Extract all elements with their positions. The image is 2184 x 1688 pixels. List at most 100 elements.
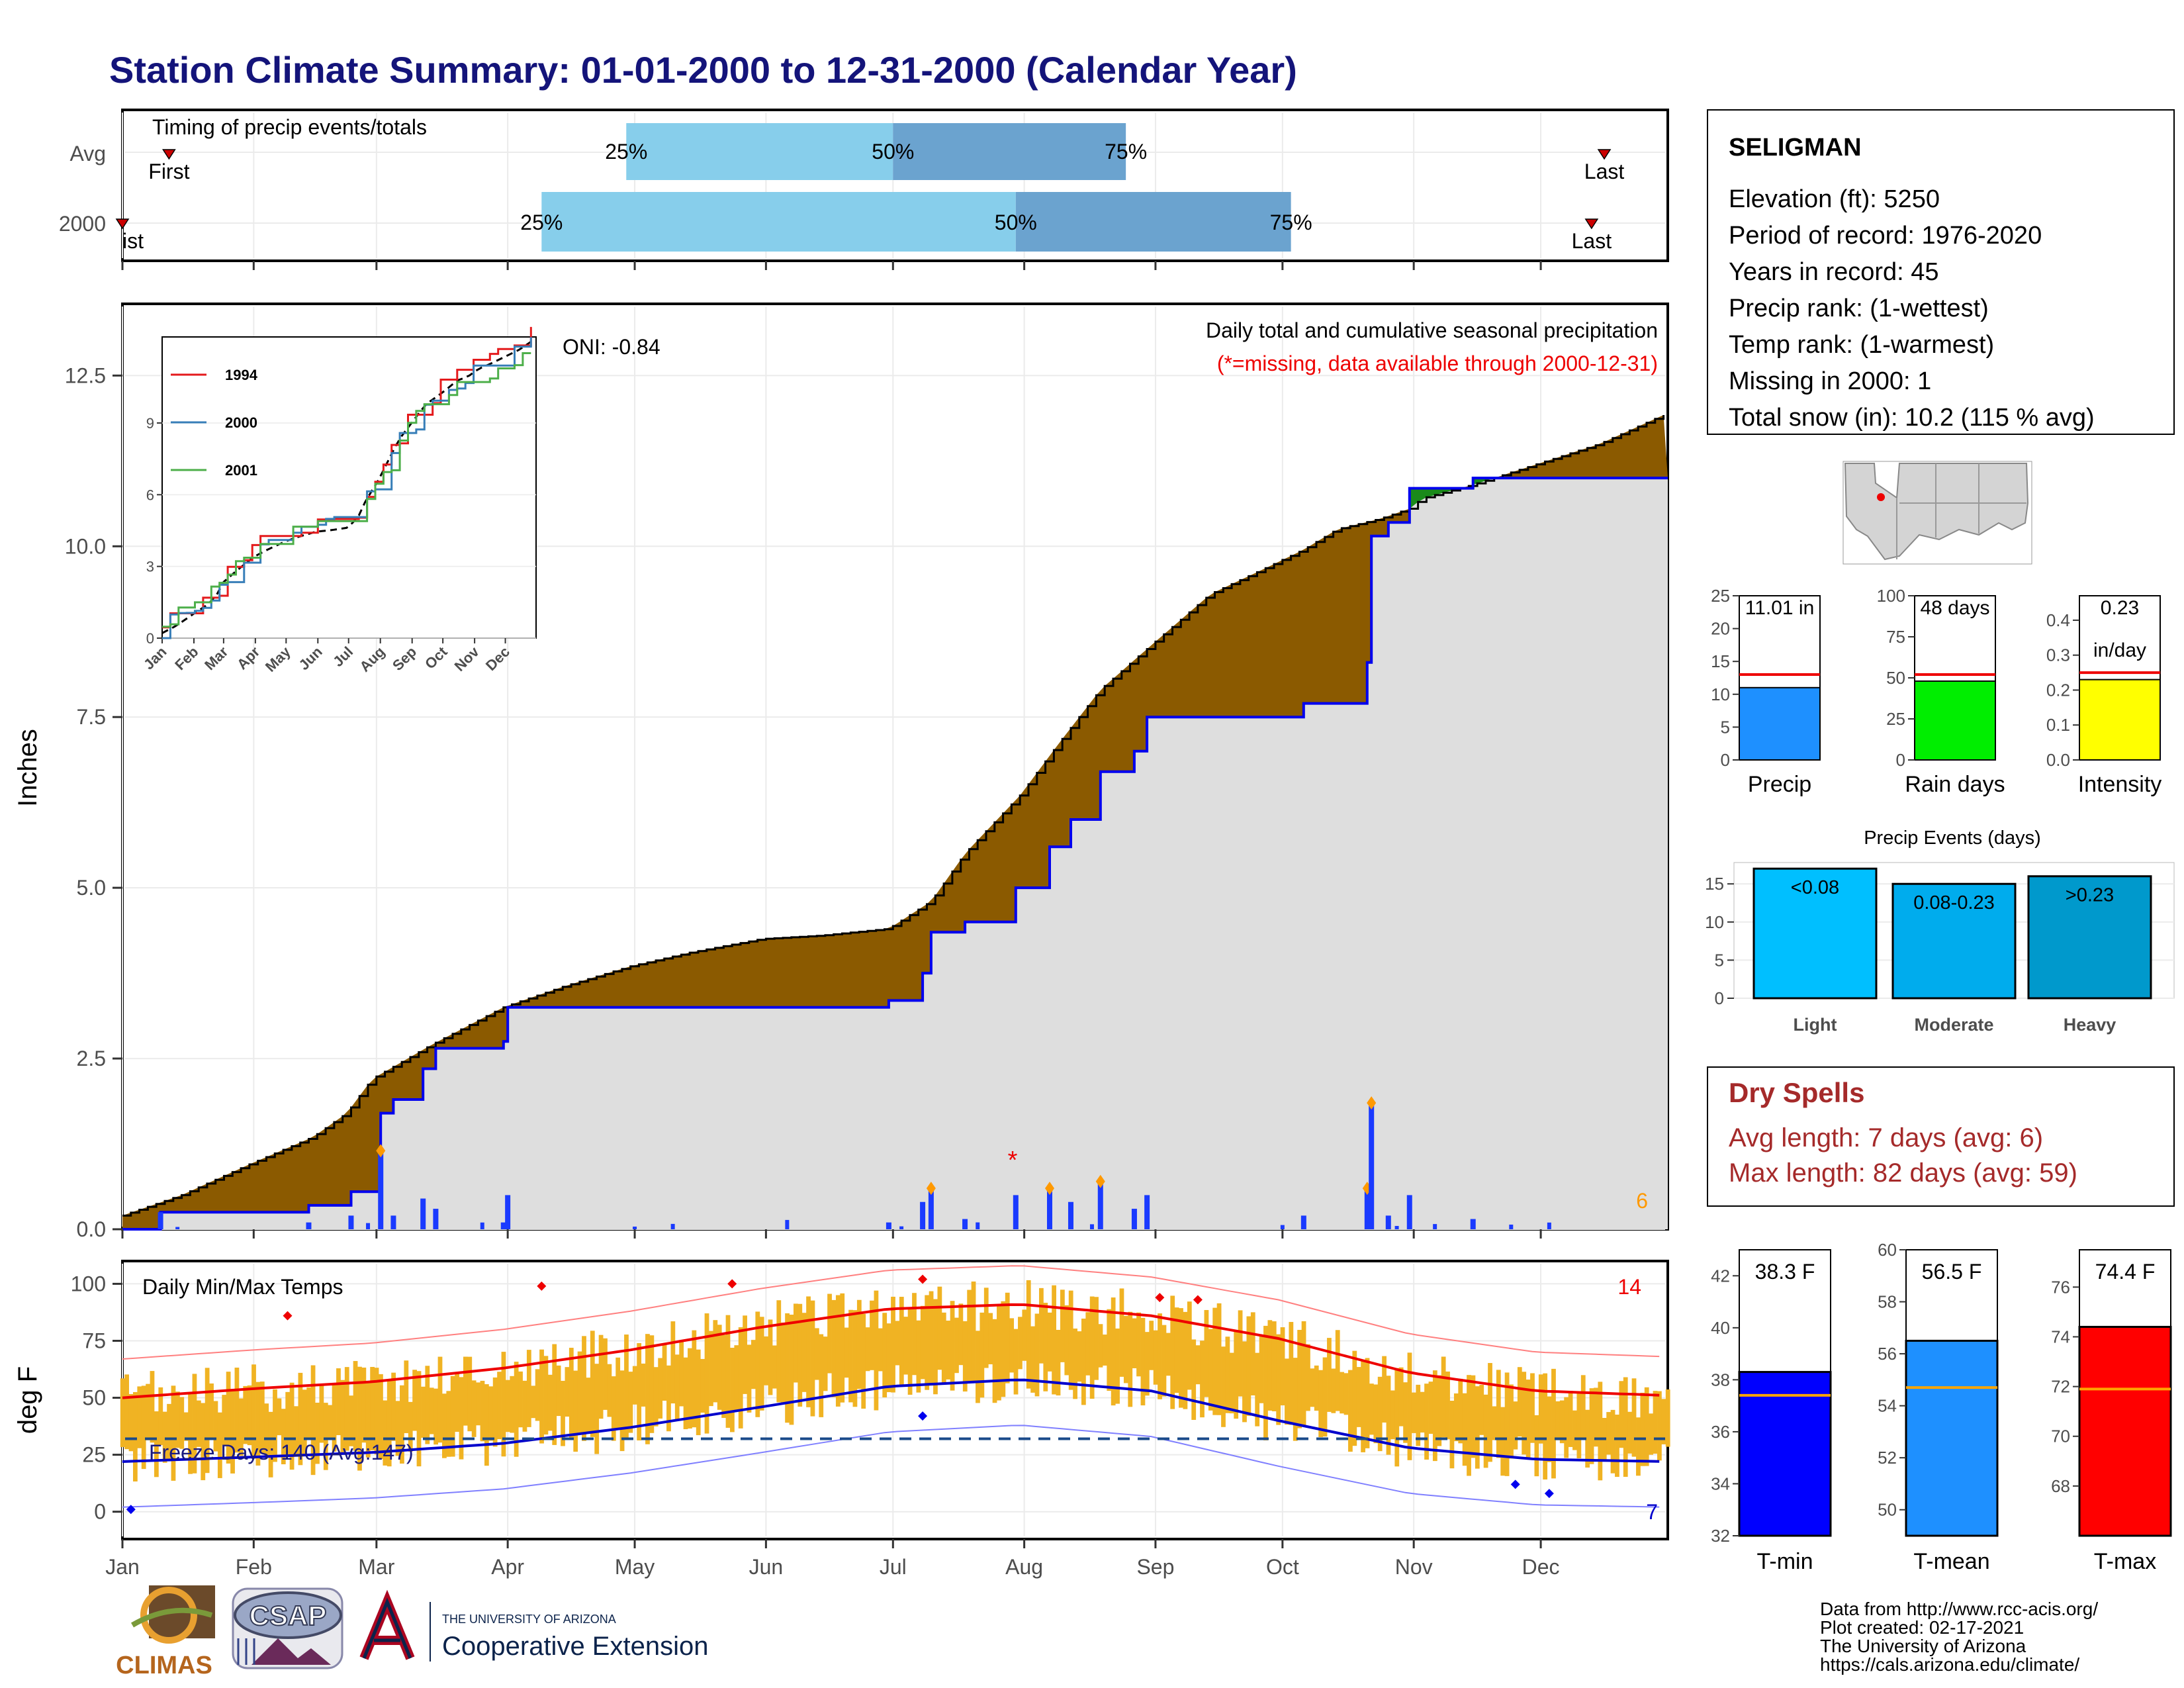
daily-temp-bar: [1386, 1376, 1391, 1455]
daily-temp-bar: [1013, 1329, 1019, 1395]
daily-temp-bar: [1068, 1290, 1073, 1390]
summary-bar-tick-label: 100: [1877, 586, 1905, 606]
daily-temp-bar: [658, 1358, 663, 1419]
dry-spells-box: Dry Spells Avg length: 7 days (avg: 6) M…: [1707, 1066, 2175, 1207]
daily-temp-bar: [1559, 1400, 1565, 1444]
daily-temp-bar: [446, 1391, 451, 1457]
daily-temp-bar: [891, 1296, 895, 1393]
daily-temp-bar: [463, 1356, 468, 1426]
daily-temp-bar: [1165, 1333, 1171, 1376]
daily-temp-bar: [1174, 1307, 1179, 1393]
summary-bar-fill: [1739, 686, 1821, 761]
daily-temp-bar: [772, 1345, 777, 1389]
month-tick-label: Mar: [358, 1555, 394, 1579]
daily-temp-bar: [1598, 1382, 1603, 1481]
daily-precip-bar: [1433, 1224, 1437, 1229]
record-low-marker: [1510, 1479, 1520, 1489]
month-tick-label: Aug: [1005, 1555, 1043, 1579]
daily-temp-bar: [992, 1319, 997, 1403]
daily-temp-bar: [1653, 1391, 1658, 1454]
daily-temp-bar: [725, 1315, 731, 1428]
daily-temp-bar: [1352, 1350, 1357, 1446]
daily-temp-bar: [183, 1412, 189, 1441]
daily-temp-bar: [840, 1293, 845, 1403]
temp-summary-tick-label: 52: [1878, 1448, 1897, 1468]
daily-temp-bar: [476, 1382, 480, 1426]
daily-temp-bar: [962, 1321, 968, 1392]
temp-summary-tick-label: 36: [1711, 1422, 1730, 1442]
daily-temp-bar: [1488, 1363, 1492, 1462]
daily-temp-bar: [1644, 1387, 1649, 1466]
daily-temp-bar: [929, 1291, 934, 1386]
daily-temp-bar: [1623, 1377, 1628, 1477]
daily-temp-bar: [1576, 1392, 1582, 1459]
daily-temp-bar: [1398, 1367, 1404, 1427]
daily-temp-bar: [632, 1366, 637, 1405]
daily-precip-bar: [633, 1226, 637, 1229]
daily-temp-bar: [1225, 1336, 1230, 1413]
daily-temp-bar: [1005, 1292, 1010, 1383]
daily-temp-bar: [281, 1409, 286, 1465]
daily-temp-bar: [1631, 1378, 1637, 1457]
month-tick-label: Jan: [105, 1555, 140, 1579]
daily-temp-bar: [429, 1387, 434, 1434]
daily-temp-bar: [1187, 1301, 1192, 1390]
daily-temp-bar: [933, 1299, 938, 1395]
daily-temp-bar: [1102, 1335, 1107, 1366]
freeze-days-label: Freeze Days: 140 (Avg:147): [149, 1440, 414, 1464]
timing-q2-bar: [1015, 192, 1291, 252]
daily-temp-bar: [196, 1400, 201, 1447]
daily-temp-bar: [1153, 1330, 1158, 1385]
daily-temp-bar: [315, 1402, 320, 1464]
daily-temp-bar: [1394, 1368, 1400, 1467]
daily-precip-bar: [785, 1219, 790, 1229]
daily-temp-bar: [806, 1296, 811, 1407]
daily-temp-bar: [361, 1367, 367, 1443]
daily-temp-bar: [222, 1395, 227, 1446]
daily-temp-bar: [1271, 1321, 1277, 1411]
daily-temp-bar: [416, 1371, 422, 1467]
daily-temp-bar: [344, 1367, 349, 1451]
station-location-map: [1843, 461, 2032, 565]
daily-temp-bar: [1081, 1318, 1086, 1405]
daily-temp-bar: [688, 1348, 692, 1429]
month-tick-label: Jul: [880, 1555, 907, 1579]
daily-temp-bar: [870, 1300, 874, 1370]
daily-temp-bar: [1513, 1401, 1518, 1450]
daily-temp-bar: [979, 1312, 985, 1398]
daily-temp-bar: [298, 1372, 303, 1466]
daily-temp-bar: [1123, 1315, 1128, 1383]
inset-ytick-label: 3: [146, 559, 154, 575]
daily-temp-bar: [497, 1372, 502, 1440]
daily-precip-bar: [505, 1195, 511, 1229]
daily-temp-bar: [827, 1293, 832, 1374]
daily-temp-bar: [997, 1305, 1001, 1401]
temp-summary-label: T-max: [2094, 1549, 2156, 1574]
daily-temp-bar: [374, 1368, 379, 1455]
precip-event-bar-label: <0.08: [1791, 877, 1839, 898]
daily-temp-bar: [526, 1350, 531, 1427]
daily-temp-bar: [1149, 1321, 1154, 1370]
inset-legend-label: 2001: [225, 462, 257, 479]
daily-precip-bar: [420, 1198, 426, 1229]
summary-bar-tick-label: 0.2: [2046, 680, 2070, 700]
temp-panel-title: Daily Min/Max Temps: [142, 1275, 343, 1299]
daily-temp-bar: [1475, 1386, 1480, 1469]
daily-temp-bar: [653, 1367, 659, 1427]
daily-temp-bar: [776, 1300, 782, 1403]
daily-temp-bar: [1657, 1391, 1662, 1461]
daily-temp-bar: [1026, 1280, 1031, 1389]
events-ytick-label: 15: [1705, 874, 1724, 894]
daily-precip-bar: [1406, 1195, 1412, 1229]
daily-temp-bar: [916, 1320, 921, 1393]
daily-temp-bar: [1318, 1370, 1324, 1438]
daily-temp-bar: [878, 1328, 883, 1372]
temp-summary-tick-label: 54: [1878, 1396, 1897, 1416]
daily-precip-bar: [1369, 1103, 1375, 1229]
daily-temp-bar: [302, 1389, 307, 1454]
hot-days-count: 14: [1617, 1275, 1641, 1299]
daily-precip-bar: [899, 1226, 904, 1229]
daily-temp-bar: [1098, 1324, 1103, 1368]
daily-precip-bar: [1394, 1225, 1399, 1229]
daily-temp-bar: [810, 1300, 815, 1417]
